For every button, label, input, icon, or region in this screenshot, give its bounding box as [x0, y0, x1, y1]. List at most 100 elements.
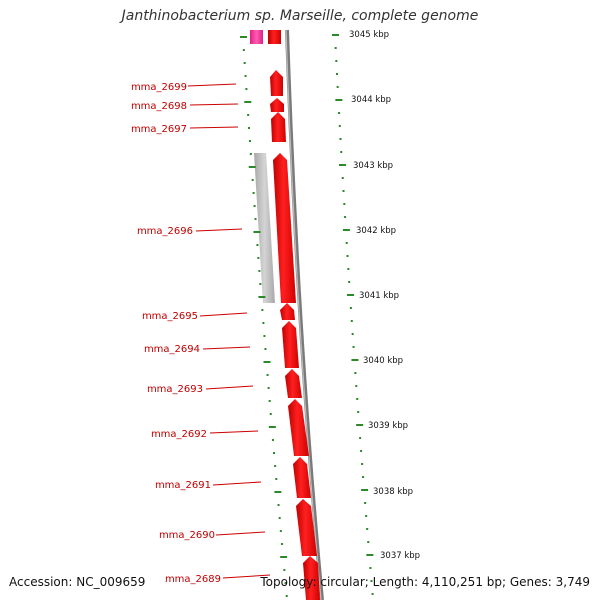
ruler-minor-tick [371, 593, 374, 595]
ruler-minor-tick [346, 255, 349, 257]
ruler-minor-tick [364, 502, 367, 504]
map-title: Janthinobacterium sp. Marseille, complet… [121, 8, 479, 24]
ruler-minor-tick [361, 463, 364, 465]
genome-backbone-highlight [285, 29, 322, 600]
ruler-minor-tick [344, 216, 347, 218]
ruler-minor-tick [264, 348, 267, 350]
ruler-minor-tick [335, 73, 338, 75]
ruler-minor-tick [338, 112, 341, 114]
kbp-label: 3038 kbp [373, 487, 413, 497]
ruler-minor-tick [248, 127, 251, 129]
gene-arrow-mma_2699 [270, 70, 283, 96]
gene-label: mma_2693 [147, 384, 203, 395]
ruler-minor-tick [256, 244, 259, 246]
ruler-minor-tick [244, 75, 247, 77]
ruler-minor-tick [355, 385, 358, 387]
ruler-minor-tick [258, 270, 261, 272]
ruler-minor-tick [259, 283, 262, 285]
ruler-minor-tick [279, 530, 282, 532]
ruler-minor-tick [243, 62, 246, 64]
ruler-major-tick [347, 294, 355, 296]
ruler-minor-tick [269, 413, 272, 415]
ruler-major-tick [361, 489, 369, 491]
ruler-minor-tick [336, 86, 339, 88]
gene-arrow-mma_2698 [270, 98, 284, 112]
gene-arrow-mma_2696 [273, 153, 296, 303]
ruler-minor-tick [347, 268, 350, 270]
ruler-minor-tick [266, 374, 269, 376]
gene-label: mma_2691 [155, 480, 211, 491]
ruler-minor-tick [352, 346, 355, 348]
gene-label: mma_2695 [142, 311, 198, 322]
gene-arrow-mma_2693 [285, 369, 302, 398]
ruler-minor-tick [359, 437, 362, 439]
ruler-ticks [240, 34, 374, 597]
ruler-major-tick [338, 164, 346, 166]
ruler-minor-tick [261, 309, 264, 311]
ruler-minor-tick [357, 411, 360, 413]
gene-arrow-mma_2697 [271, 112, 286, 142]
ruler-major-tick [342, 229, 350, 231]
gene-label: mma_2694 [144, 344, 200, 355]
ruler-major-tick [335, 99, 343, 101]
ruler-minor-tick [271, 439, 274, 441]
ruler-minor-tick [366, 528, 369, 530]
ruler-major-tick [263, 361, 271, 363]
ruler-minor-tick [339, 138, 342, 140]
ruler-minor-tick [284, 582, 287, 584]
gene-label: mma_2697 [131, 124, 187, 135]
kbp-label: 3045 kbp [349, 30, 389, 40]
gene-label: mma_2696 [137, 226, 193, 237]
gene-arrow-mma_2695 [280, 303, 295, 320]
ruler-major-tick [332, 34, 339, 36]
ruler-minor-tick [268, 400, 271, 402]
ruler-minor-tick [277, 504, 280, 506]
ruler-major-tick [253, 231, 261, 233]
ruler-minor-tick [278, 517, 281, 519]
ruler-major-tick [244, 101, 252, 103]
ruler-minor-tick [345, 242, 348, 244]
ruler-minor-tick [280, 543, 283, 545]
gene-arrow-mma_2691 [293, 457, 311, 498]
ruler-minor-tick [275, 478, 278, 480]
label-leaders [187, 83, 271, 579]
gene-partial-red-top [268, 30, 281, 44]
ruler-minor-tick [351, 333, 354, 335]
gene-arrow-mma_2690 [296, 499, 317, 556]
gene-label: mma_2692 [151, 429, 207, 440]
ruler-minor-tick [283, 569, 286, 571]
ruler-minor-tick [285, 595, 288, 597]
ruler-minor-tick [274, 465, 277, 467]
ruler-minor-tick [367, 541, 370, 543]
gene-label: mma_2690 [159, 530, 215, 541]
kbp-label: 3040 kbp [363, 356, 403, 366]
ruler-minor-tick [273, 452, 276, 454]
ruler-minor-tick [254, 218, 257, 220]
ruler-minor-tick [249, 153, 252, 155]
ruler-major-tick [240, 36, 247, 38]
ruler-minor-tick [348, 281, 351, 283]
ruler-minor-tick [335, 60, 338, 62]
ruler-minor-tick [370, 580, 373, 582]
gene-arrow-mma_2694 [282, 321, 299, 368]
ruler-minor-tick [247, 114, 250, 116]
gene-arrow-mma_2692 [288, 399, 309, 456]
kbp-label: 3042 kbp [356, 226, 396, 236]
ruler-minor-tick [338, 125, 341, 127]
ruler-minor-tick [342, 190, 345, 192]
ruler-major-tick [268, 426, 276, 428]
pseudogene-mma_2696 [254, 153, 275, 303]
kbp-label: 3044 kbp [351, 95, 391, 105]
ruler-minor-tick [360, 450, 363, 452]
ruler-minor-tick [257, 257, 260, 259]
ruler-minor-tick [252, 192, 255, 194]
ruler-minor-tick [262, 322, 265, 324]
gene-label: mma_2699 [131, 82, 187, 93]
kbp-label: 3039 kbp [368, 421, 408, 431]
ruler-minor-tick [340, 151, 343, 153]
kbp-label: 3043 kbp [353, 161, 393, 171]
gene-label: mma_2689 [165, 574, 221, 585]
ruler-minor-tick [263, 335, 266, 337]
ruler-major-tick [356, 424, 364, 426]
ruler-minor-tick [354, 372, 357, 374]
